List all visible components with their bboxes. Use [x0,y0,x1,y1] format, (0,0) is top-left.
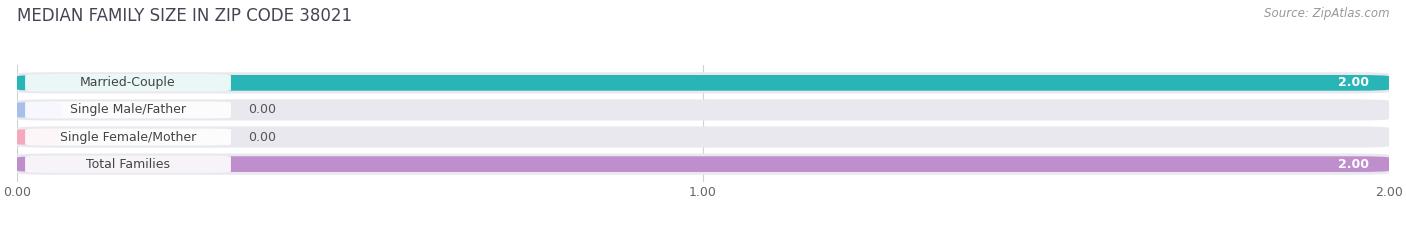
Text: Source: ZipAtlas.com: Source: ZipAtlas.com [1264,7,1389,20]
FancyBboxPatch shape [25,102,231,118]
Text: Single Female/Mother: Single Female/Mother [60,130,197,144]
FancyBboxPatch shape [17,129,62,145]
Text: 2.00: 2.00 [1337,76,1368,89]
FancyBboxPatch shape [25,74,231,91]
FancyBboxPatch shape [17,99,1389,120]
FancyBboxPatch shape [17,75,1389,91]
FancyBboxPatch shape [17,102,62,118]
Text: 2.00: 2.00 [1337,158,1368,171]
FancyBboxPatch shape [25,156,231,173]
Text: Single Male/Father: Single Male/Father [70,103,186,116]
Text: Married-Couple: Married-Couple [80,76,176,89]
Text: 0.00: 0.00 [247,130,276,144]
FancyBboxPatch shape [17,156,1389,172]
FancyBboxPatch shape [17,154,1389,175]
FancyBboxPatch shape [17,72,1389,93]
Text: 0.00: 0.00 [247,103,276,116]
Text: Total Families: Total Families [86,158,170,171]
FancyBboxPatch shape [17,127,1389,147]
Text: MEDIAN FAMILY SIZE IN ZIP CODE 38021: MEDIAN FAMILY SIZE IN ZIP CODE 38021 [17,7,352,25]
FancyBboxPatch shape [25,129,231,145]
